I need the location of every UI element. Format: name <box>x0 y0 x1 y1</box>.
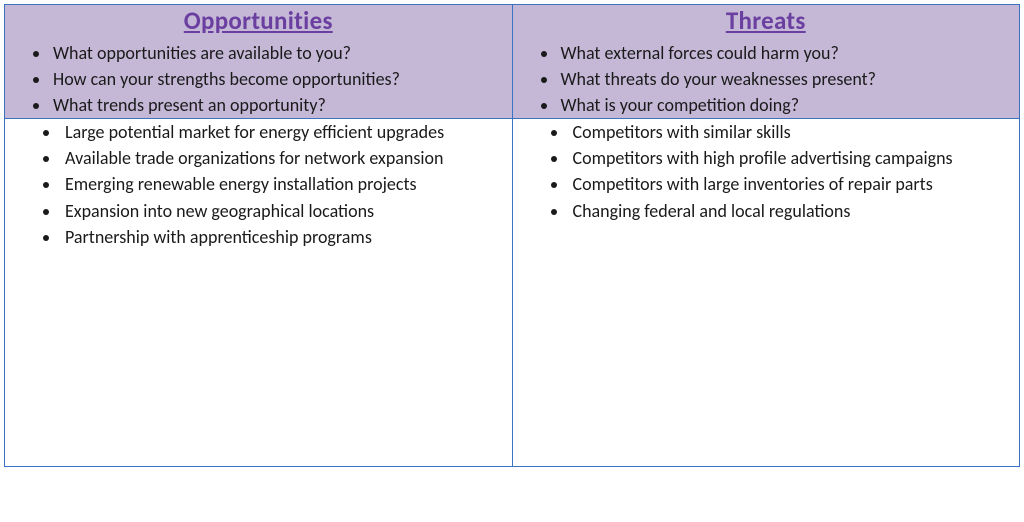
threats-questions-list: What external forces could harm you? Wha… <box>513 40 1020 118</box>
threats-body-cell: Competitors with similar skills Competit… <box>512 119 1020 467</box>
list-item: Expansion into new geographical location… <box>61 198 512 224</box>
list-item: Emerging renewable energy installation p… <box>61 171 512 197</box>
opportunities-header-cell: Opportunities What opportunities are ava… <box>5 5 513 119</box>
opportunities-title: Opportunities <box>5 5 512 36</box>
list-item: What is your competition doing? <box>559 92 1020 118</box>
opportunities-body-cell: Large potential market for energy effici… <box>5 119 513 467</box>
header-row: Opportunities What opportunities are ava… <box>5 5 1020 119</box>
opportunities-items-list: Large potential market for energy effici… <box>5 119 512 249</box>
list-item: Changing federal and local regulations <box>569 198 1020 224</box>
swot-table: Opportunities What opportunities are ava… <box>4 4 1020 467</box>
list-item: Competitors with similar skills <box>569 119 1020 145</box>
threats-title: Threats <box>513 5 1020 36</box>
list-item: What trends present an opportunity? <box>51 92 512 118</box>
list-item: Partnership with apprenticeship programs <box>61 224 512 250</box>
list-item: Competitors with large inventories of re… <box>569 171 1020 197</box>
list-item: What opportunities are available to you? <box>51 40 512 66</box>
list-item: How can your strengths become opportunit… <box>51 66 512 92</box>
threats-items-list: Competitors with similar skills Competit… <box>513 119 1020 223</box>
threats-header-cell: Threats What external forces could harm … <box>512 5 1020 119</box>
list-item: What external forces could harm you? <box>559 40 1020 66</box>
list-item: Competitors with high profile advertisin… <box>569 145 1020 171</box>
opportunities-questions-list: What opportunities are available to you?… <box>5 40 512 118</box>
list-item: Large potential market for energy effici… <box>61 119 512 145</box>
body-row: Large potential market for energy effici… <box>5 119 1020 467</box>
list-item: Available trade organizations for networ… <box>61 145 512 171</box>
list-item: What threats do your weaknesses present? <box>559 66 1020 92</box>
